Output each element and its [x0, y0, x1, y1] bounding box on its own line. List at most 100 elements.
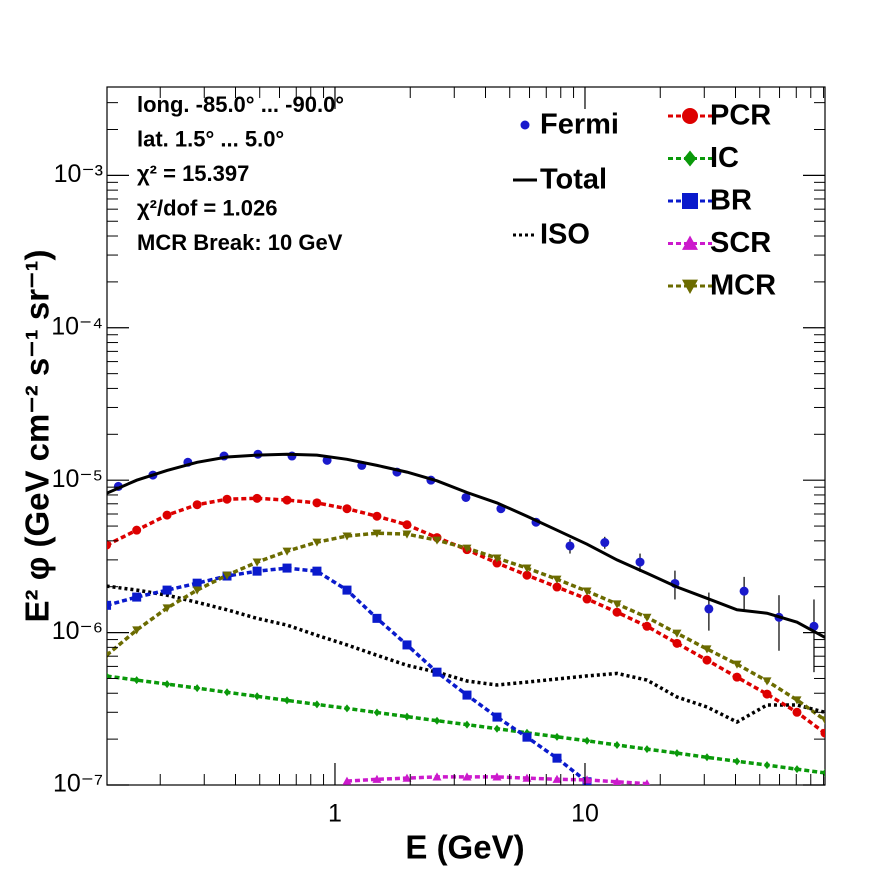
marker	[162, 604, 172, 613]
marker	[492, 712, 502, 722]
marker	[342, 532, 352, 541]
marker	[223, 688, 231, 697]
marker	[739, 586, 749, 596]
marker	[612, 607, 622, 617]
marker	[192, 500, 202, 510]
annotation: lat. 1.5° ... 5.0°	[137, 126, 284, 151]
plot-frame	[106, 86, 826, 786]
marker	[462, 772, 472, 781]
annotation: MCR Break: 10 GeV	[137, 230, 343, 255]
y-axis-title: E² φ (GeV cm⁻² s⁻¹ sr⁻¹)	[19, 250, 56, 623]
marker	[463, 720, 471, 729]
series-line	[107, 452, 825, 639]
marker	[312, 566, 322, 576]
marker	[282, 495, 292, 505]
marker	[342, 504, 352, 514]
marker	[552, 575, 562, 584]
y-tick-label: 10⁻⁴	[51, 312, 103, 340]
marker	[492, 772, 502, 781]
legend-marker	[682, 108, 698, 124]
marker	[433, 716, 441, 725]
marker	[162, 585, 172, 595]
marker	[600, 538, 610, 548]
marker	[253, 692, 261, 701]
marker	[132, 525, 142, 535]
marker	[107, 600, 112, 610]
marker	[402, 520, 412, 530]
legend-label: PCR	[710, 100, 771, 132]
marker	[343, 704, 351, 713]
legend-label: MCR	[710, 270, 776, 302]
marker	[522, 732, 532, 742]
marker	[133, 676, 140, 685]
marker	[162, 510, 172, 520]
marker	[552, 753, 562, 763]
marker	[342, 585, 352, 595]
marker	[461, 492, 471, 502]
marker	[792, 696, 802, 705]
legend-label: IC	[710, 142, 739, 174]
marker	[672, 638, 682, 648]
x-tick-label: 1	[328, 800, 342, 828]
marker	[252, 493, 262, 503]
marker	[252, 558, 262, 567]
marker	[820, 716, 825, 725]
marker	[583, 736, 591, 745]
marker	[432, 667, 442, 677]
marker	[282, 563, 292, 573]
marker	[403, 712, 411, 721]
marker	[553, 732, 561, 741]
marker	[643, 779, 651, 785]
marker	[432, 536, 442, 545]
legend-label: BR	[710, 185, 752, 217]
marker	[402, 773, 412, 782]
marker	[732, 672, 742, 682]
marker	[492, 554, 502, 563]
legend-label: Total	[540, 164, 607, 196]
marker	[402, 530, 412, 539]
marker	[732, 660, 742, 669]
marker	[252, 566, 262, 576]
marker	[372, 511, 382, 521]
marker	[704, 604, 714, 614]
marker	[192, 586, 202, 595]
series-line	[346, 775, 648, 785]
marker	[702, 645, 712, 654]
marker	[492, 558, 502, 568]
marker	[552, 774, 562, 783]
legend-label: SCR	[710, 227, 771, 259]
marker	[372, 613, 382, 623]
y-tick-label: 10⁻⁷	[53, 770, 103, 798]
annotation: long. -85.0° ... -90.0°	[137, 92, 344, 117]
marker	[312, 498, 322, 508]
marker	[372, 774, 382, 783]
marker	[282, 547, 292, 556]
marker	[312, 538, 322, 547]
marker	[643, 745, 651, 754]
plot-area	[107, 449, 825, 785]
marker	[462, 690, 472, 700]
marker	[673, 749, 681, 758]
marker	[821, 768, 825, 777]
marker	[222, 494, 232, 504]
legend-label: Fermi	[540, 109, 619, 141]
marker	[702, 655, 712, 665]
marker	[163, 680, 171, 689]
marker	[703, 753, 711, 762]
marker	[107, 540, 112, 550]
legend-marker	[683, 150, 697, 167]
legend-marker	[682, 279, 698, 294]
marker	[132, 626, 142, 635]
y-tick-label: 10⁻⁵	[52, 465, 103, 493]
marker	[635, 557, 645, 567]
marker	[733, 757, 741, 766]
series-line	[107, 584, 825, 724]
marker	[582, 594, 592, 604]
marker	[672, 629, 682, 638]
marker	[192, 578, 202, 588]
marker	[283, 696, 291, 705]
legend-marker	[682, 193, 698, 209]
marker	[313, 700, 321, 709]
marker	[762, 677, 772, 686]
marker	[132, 592, 142, 602]
